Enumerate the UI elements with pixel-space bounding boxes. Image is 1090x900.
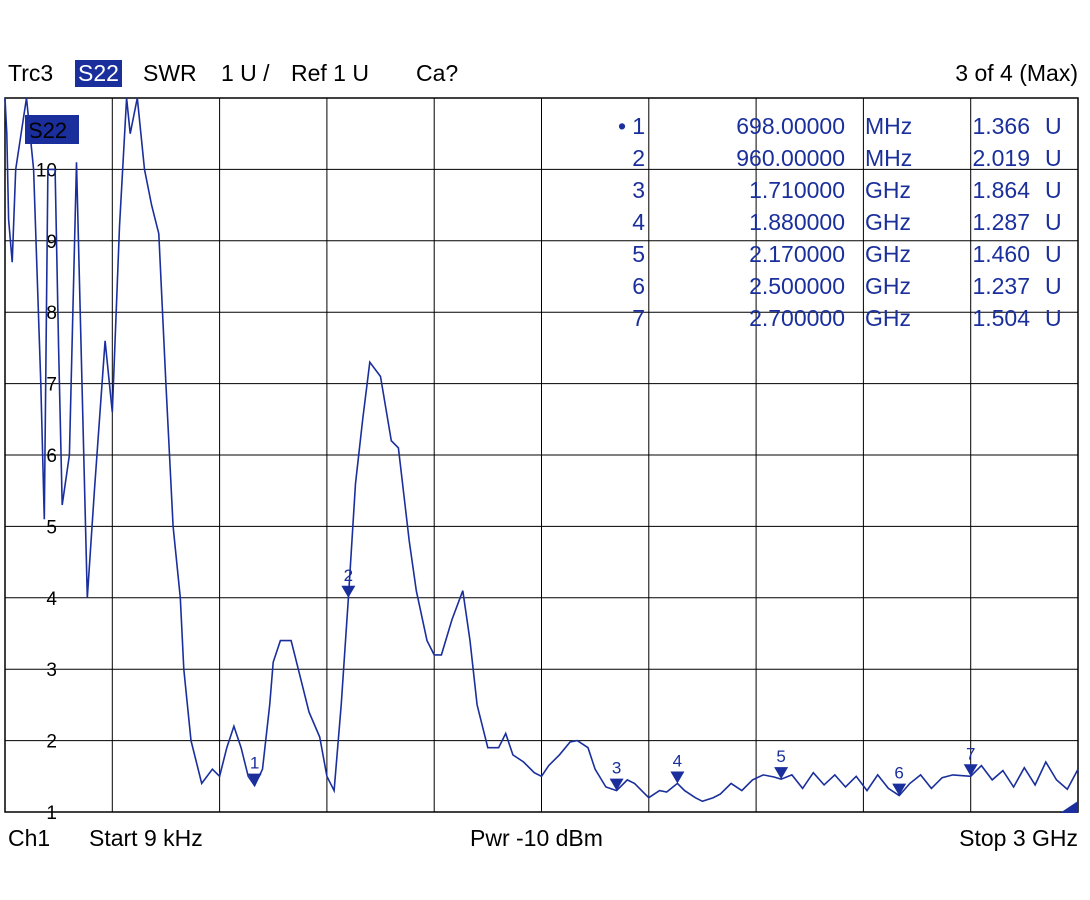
marker-4-triangle	[670, 771, 685, 784]
marker-2-vunit: U	[1045, 145, 1062, 171]
y-tick-label: 10	[36, 160, 57, 181]
y-tick-label: 1	[46, 803, 57, 824]
marker-6-value: 1.237	[972, 273, 1030, 299]
marker-table: • 1 698.00000 MHz 1.366 U 2 960.00000 MHz 2.019 U 3…	[618, 113, 1062, 331]
marker-6-vunit: U	[1045, 273, 1062, 299]
marker-5-label: 5	[776, 747, 785, 766]
marker-4-vunit: U	[1045, 209, 1062, 235]
marker-4-freq: 1.880000	[749, 209, 845, 235]
marker-3-id: 3	[632, 177, 645, 203]
marker-3-label: 3	[612, 759, 621, 778]
marker-7-unit: GHz	[865, 305, 911, 331]
y-tick-label: 2	[46, 732, 57, 753]
ref-label[interactable]: Ref 1 U	[291, 60, 369, 86]
y-tick-label: 7	[46, 375, 57, 396]
y-tick-label: 5	[46, 517, 57, 538]
marker-2-value: 2.019	[972, 145, 1030, 171]
marker-1-triangle	[247, 773, 262, 786]
marker-4-unit: GHz	[865, 209, 911, 235]
marker-7-triangle	[963, 764, 978, 777]
marker-6-unit: GHz	[865, 273, 911, 299]
marker-7-label: 7	[966, 744, 975, 763]
marker-2-id: 2	[632, 145, 645, 171]
stop-frequency[interactable]: Stop 3 GHz	[959, 825, 1078, 851]
marker-5-id: 5	[632, 241, 645, 267]
marker-5-triangle	[774, 767, 789, 780]
y-tick-label: 3	[46, 660, 57, 681]
cal-label[interactable]: Ca?	[416, 60, 459, 86]
marker-5-vunit: U	[1045, 241, 1062, 267]
y-tick-label: 9	[46, 232, 57, 253]
marker-2-freq: 960.00000	[736, 145, 845, 171]
marker-4-id: 4	[632, 209, 645, 235]
s-param-badge[interactable]: S22	[75, 60, 122, 87]
marker-1-id: 1	[632, 113, 645, 139]
marker-1-value: 1.366	[972, 113, 1030, 139]
marker-1-label: 1	[250, 754, 259, 773]
marker-6-freq: 2.500000	[749, 273, 845, 299]
marker-1-freq: 698.00000	[736, 113, 845, 139]
channel-label[interactable]: Ch1	[8, 825, 51, 851]
marker-5-unit: GHz	[865, 241, 911, 267]
format-label[interactable]: SWR	[143, 60, 197, 86]
marker-6-id: 6	[632, 273, 645, 299]
marker-1-vunit: U	[1045, 113, 1062, 139]
stop-corner-indicator	[1060, 801, 1078, 813]
marker-3-triangle	[609, 778, 624, 791]
markers: 1 2 3 4 5 6 7	[247, 566, 978, 796]
active-marker-dot: •	[618, 113, 626, 139]
marker-3-vunit: U	[1045, 177, 1062, 203]
marker-6-label: 6	[894, 764, 903, 783]
scale-label[interactable]: 1 U /	[221, 60, 270, 86]
marker-7-id: 7	[632, 305, 645, 331]
y-axis-ticks: 1 2 3 4 5 6 7 8 9 10	[36, 160, 58, 824]
trace-tag-box	[25, 115, 79, 144]
grid	[4, 97, 1079, 813]
marker-2-triangle	[341, 585, 356, 598]
marker-5-freq: 2.170000	[749, 241, 845, 267]
marker-3-value: 1.864	[972, 177, 1030, 203]
marker-4-value: 1.287	[972, 209, 1030, 235]
marker-7-vunit: U	[1045, 305, 1062, 331]
trace-tag: S22	[28, 118, 67, 143]
y-tick-label: 6	[46, 446, 57, 467]
start-frequency[interactable]: Start 9 kHz	[89, 825, 203, 851]
marker-7-value: 1.504	[972, 305, 1030, 331]
marker-3-unit: GHz	[865, 177, 911, 203]
marker-3-freq: 1.710000	[749, 177, 845, 203]
series-line	[4, 97, 1079, 803]
marker-6-triangle	[892, 783, 907, 796]
marker-1-unit: MHz	[865, 113, 912, 139]
y-tick-label: 8	[46, 303, 57, 324]
page-indicator: 3 of 4 (Max)	[955, 60, 1078, 86]
marker-2-label: 2	[344, 566, 353, 585]
marker-5-value: 1.460	[972, 241, 1030, 267]
y-tick-label: 4	[46, 589, 57, 610]
trace-label[interactable]: Trc3	[8, 60, 54, 86]
marker-4-label: 4	[673, 751, 682, 770]
power-level[interactable]: Pwr -10 dBm	[470, 825, 603, 851]
marker-7-freq: 2.700000	[749, 305, 845, 331]
marker-2-unit: MHz	[865, 145, 912, 171]
